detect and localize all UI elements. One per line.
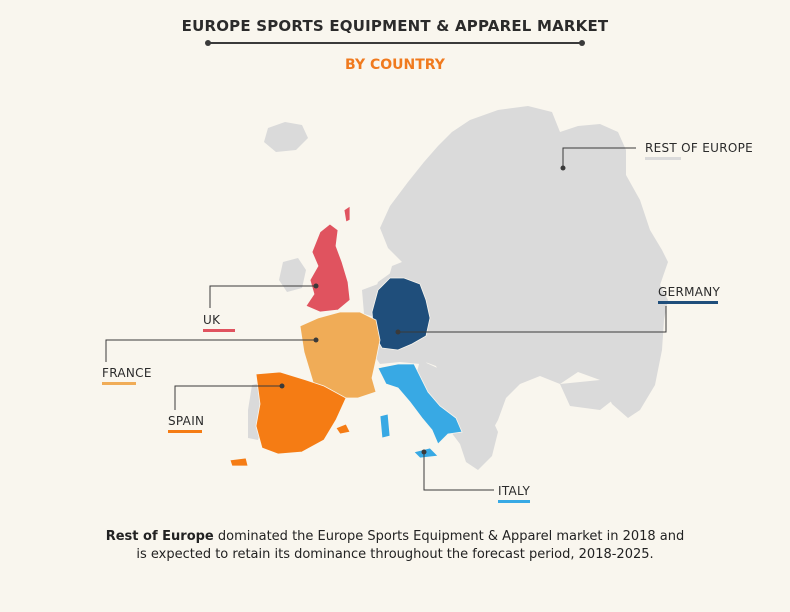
dot-italy bbox=[421, 449, 427, 455]
leader-rest-of-europe bbox=[562, 147, 636, 168]
footer-highlight: Rest of Europe bbox=[105, 529, 214, 544]
dot-spain bbox=[279, 383, 285, 389]
italy-islands-region bbox=[379, 413, 439, 459]
label-france-text: FRANCE bbox=[102, 366, 152, 380]
leader-italy bbox=[423, 452, 494, 491]
leader-uk bbox=[209, 285, 316, 308]
label-uk-underline bbox=[203, 329, 235, 332]
leader-spain bbox=[174, 385, 282, 410]
alps-shape bbox=[372, 340, 440, 364]
label-uk: UK bbox=[203, 313, 235, 332]
chart-title: EUROPE SPORTS EQUIPMENT & APPAREL MARKET bbox=[181, 17, 609, 35]
uk-islands-region bbox=[343, 205, 351, 223]
dot-france bbox=[313, 337, 319, 343]
leader-france bbox=[105, 339, 316, 362]
label-italy-text: ITALY bbox=[498, 484, 531, 498]
footer-text: dominated the Europe Sports Equipment & … bbox=[136, 529, 685, 562]
label-spain-text: SPAIN bbox=[168, 414, 205, 428]
label-uk-text: UK bbox=[203, 313, 221, 327]
scandinavia-shape bbox=[380, 124, 488, 266]
ireland-shape bbox=[279, 258, 306, 292]
label-spain: SPAIN bbox=[168, 414, 204, 433]
leader-lines bbox=[105, 147, 667, 491]
label-france-underline bbox=[102, 382, 136, 385]
footer-summary: Rest of Europe dominated the Europe Spor… bbox=[100, 528, 690, 564]
dot-rest-of-europe bbox=[560, 165, 566, 171]
france-region[interactable] bbox=[299, 311, 381, 399]
dot-uk bbox=[313, 283, 319, 289]
title-divider bbox=[205, 40, 585, 46]
turkey-shape bbox=[560, 380, 618, 410]
label-rest-of-europe: REST OF EUROPE bbox=[645, 141, 753, 160]
label-germany: GERMANY bbox=[658, 285, 720, 304]
label-rest-of-europe-text: REST OF EUROPE bbox=[645, 141, 754, 155]
dot-germany bbox=[395, 329, 401, 335]
label-germany-underline bbox=[658, 301, 718, 304]
chart-subtitle: BY COUNTRY bbox=[345, 57, 445, 73]
label-spain-underline bbox=[168, 430, 202, 433]
uk-region[interactable] bbox=[305, 223, 351, 313]
balearic-islands-region bbox=[229, 423, 351, 467]
label-rest-of-europe-underline bbox=[645, 157, 681, 160]
rest-of-europe-region bbox=[248, 106, 668, 470]
label-italy: ITALY bbox=[498, 484, 530, 503]
italy-region[interactable] bbox=[377, 363, 463, 445]
spain-region[interactable] bbox=[255, 371, 347, 455]
balkans-shape bbox=[416, 360, 498, 470]
label-france: FRANCE bbox=[102, 366, 152, 385]
leader-dots bbox=[279, 165, 566, 455]
leader-germany bbox=[398, 306, 667, 333]
label-italy-underline bbox=[498, 500, 530, 503]
label-germany-text: GERMANY bbox=[658, 285, 721, 299]
iceland-shape bbox=[264, 122, 308, 152]
